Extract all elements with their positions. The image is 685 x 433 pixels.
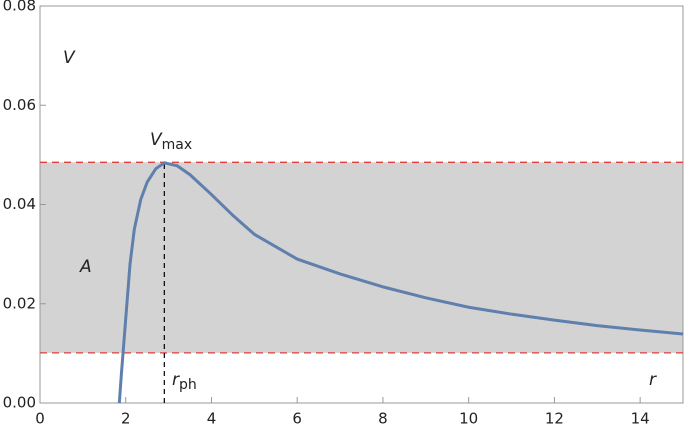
rph-label-sub: ph [179,377,197,393]
vmax-label-main: V [150,130,163,150]
vmax-label-sub: max [162,137,193,153]
x-tick-label: 10 [459,410,478,428]
x-tick-label: 4 [207,410,217,428]
x-tick-label: 14 [631,410,650,428]
y-tick-label: 0.02 [3,294,36,312]
area-label: A [79,257,92,277]
y-tick-label: 0.04 [3,195,36,213]
x-tick-label: 12 [545,410,564,428]
x-axis-label: r [649,370,657,390]
x-tick-label: 6 [292,410,302,428]
y-axis-label: V [63,48,76,68]
rph-label: rph [172,370,197,393]
curve [117,161,684,404]
rph-label-main: r [172,370,180,390]
vmax-label: Vmax [150,130,192,153]
x-tick-label: 0 [35,410,45,428]
shaded-region [40,162,683,353]
y-tick-label: 0.06 [3,96,36,114]
y-tick-label: 0.00 [3,394,36,412]
y-tick-label: 0.08 [3,0,36,15]
x-tick-label: 8 [378,410,388,428]
x-tick-label: 2 [121,410,131,428]
